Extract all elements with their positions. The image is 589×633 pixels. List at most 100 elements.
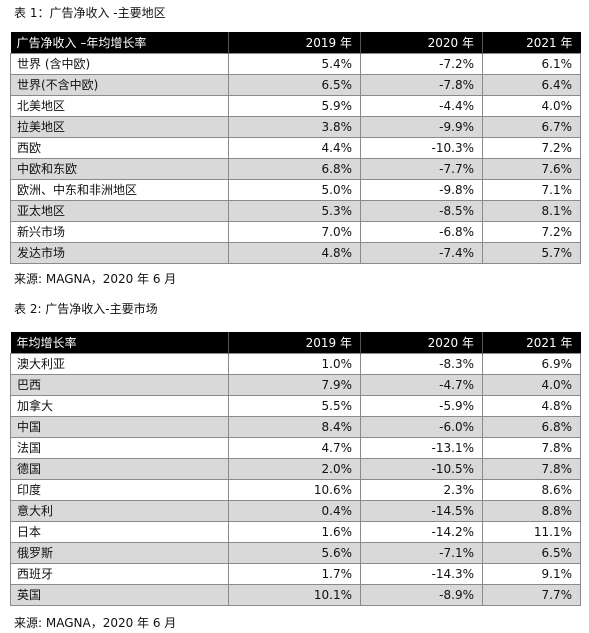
- value-2019-cell: 4.4%: [228, 136, 361, 159]
- value-2020-cell: -8.5%: [360, 199, 483, 222]
- value-2020-cell: -13.1%: [360, 436, 483, 459]
- table-row: 英国 10.1% -8.9% 7.7%: [10, 583, 581, 606]
- table-row: 中国 8.4% -6.0% 6.8%: [10, 415, 581, 438]
- value-2020-cell: -7.1%: [360, 541, 483, 564]
- table1-header-2021: 2021 年: [482, 32, 581, 53]
- value-2020-cell: -9.8%: [360, 178, 483, 201]
- value-2021-cell: 11.1%: [482, 520, 581, 543]
- value-2021-cell: 5.7%: [482, 241, 581, 264]
- value-2020-cell: -8.9%: [360, 583, 483, 606]
- value-2020-cell: -8.3%: [360, 352, 483, 375]
- table2-source: 来源: MAGNA，2020 年 6 月: [14, 616, 177, 630]
- value-2021-cell: 9.1%: [482, 562, 581, 585]
- value-2019-cell: 5.3%: [228, 199, 361, 222]
- table1-caption: 表 1：广告净收入 -主要地区: [14, 6, 166, 20]
- table2-caption: 表 2: 广告净收入-主要市场: [14, 302, 158, 316]
- value-2019-cell: 5.4%: [228, 52, 361, 75]
- market-cell: 西班牙: [10, 562, 229, 585]
- value-2019-cell: 3.8%: [228, 115, 361, 138]
- value-2021-cell: 6.1%: [482, 52, 581, 75]
- table-row: 欧洲、中东和非洲地区 5.0% -9.8% 7.1%: [10, 178, 581, 201]
- region-cell: 欧洲、中东和非洲地区: [10, 178, 229, 201]
- value-2019-cell: 6.8%: [228, 157, 361, 180]
- value-2020-cell: -4.4%: [360, 94, 483, 117]
- table2-header-2020: 2020 年: [360, 332, 483, 353]
- value-2019-cell: 4.8%: [228, 241, 361, 264]
- table-row: 发达市场 4.8% -7.4% 5.7%: [10, 241, 581, 264]
- market-cell: 俄罗斯: [10, 541, 229, 564]
- region-cell: 亚太地区: [10, 199, 229, 222]
- table-row: 世界 (含中欧) 5.4% -7.2% 6.1%: [10, 52, 581, 75]
- value-2020-cell: -9.9%: [360, 115, 483, 138]
- table1-header-2019: 2019 年: [228, 32, 361, 53]
- value-2019-cell: 5.5%: [228, 394, 361, 417]
- value-2021-cell: 6.4%: [482, 73, 581, 96]
- region-cell: 北美地区: [10, 94, 229, 117]
- value-2020-cell: -4.7%: [360, 373, 483, 396]
- table2-header-2019: 2019 年: [228, 332, 361, 353]
- market-cell: 意大利: [10, 499, 229, 522]
- table-row: 印度 10.6% 2.3% 8.6%: [10, 478, 581, 501]
- value-2019-cell: 5.0%: [228, 178, 361, 201]
- value-2020-cell: -7.8%: [360, 73, 483, 96]
- value-2021-cell: 6.9%: [482, 352, 581, 375]
- value-2020-cell: -6.0%: [360, 415, 483, 438]
- market-cell: 法国: [10, 436, 229, 459]
- table-row: 德国 2.0% -10.5% 7.8%: [10, 457, 581, 480]
- market-cell: 加拿大: [10, 394, 229, 417]
- table-row: 澳大利亚 1.0% -8.3% 6.9%: [10, 352, 581, 375]
- market-cell: 英国: [10, 583, 229, 606]
- value-2021-cell: 4.0%: [482, 94, 581, 117]
- table-row: 北美地区 5.9% -4.4% 4.0%: [10, 94, 581, 117]
- value-2021-cell: 6.5%: [482, 541, 581, 564]
- value-2019-cell: 5.6%: [228, 541, 361, 564]
- region-cell: 发达市场: [10, 241, 229, 264]
- table-row: 拉美地区 3.8% -9.9% 6.7%: [10, 115, 581, 138]
- region-cell: 世界(不含中欧): [10, 73, 229, 96]
- table-row: 新兴市场 7.0% -6.8% 7.2%: [10, 220, 581, 243]
- value-2019-cell: 10.6%: [228, 478, 361, 501]
- value-2019-cell: 4.7%: [228, 436, 361, 459]
- value-2019-cell: 1.7%: [228, 562, 361, 585]
- table1-source: 来源: MAGNA，2020 年 6 月: [14, 272, 177, 286]
- value-2021-cell: 8.8%: [482, 499, 581, 522]
- value-2020-cell: -7.4%: [360, 241, 483, 264]
- value-2019-cell: 7.9%: [228, 373, 361, 396]
- value-2021-cell: 7.8%: [482, 457, 581, 480]
- value-2020-cell: 2.3%: [360, 478, 483, 501]
- value-2021-cell: 7.6%: [482, 157, 581, 180]
- value-2021-cell: 7.2%: [482, 136, 581, 159]
- table1-header-region: 广告净收入 –年均增长率: [10, 32, 229, 53]
- value-2021-cell: 4.8%: [482, 394, 581, 417]
- value-2019-cell: 6.5%: [228, 73, 361, 96]
- table1: 广告净收入 –年均增长率 2019 年 2020 年 2021 年 世界 (含中…: [10, 32, 581, 264]
- table-row: 法国 4.7% -13.1% 7.8%: [10, 436, 581, 459]
- table1-header-row: 广告净收入 –年均增长率 2019 年 2020 年 2021 年: [10, 32, 581, 53]
- table2-header-market: 年均增长率: [10, 332, 229, 353]
- market-cell: 中国: [10, 415, 229, 438]
- market-cell: 日本: [10, 520, 229, 543]
- value-2020-cell: -14.5%: [360, 499, 483, 522]
- table1-header-2020: 2020 年: [360, 32, 483, 53]
- value-2020-cell: -7.7%: [360, 157, 483, 180]
- value-2019-cell: 10.1%: [228, 583, 361, 606]
- table-row: 意大利 0.4% -14.5% 8.8%: [10, 499, 581, 522]
- table-row: 中欧和东欧 6.8% -7.7% 7.6%: [10, 157, 581, 180]
- table2-header-2021: 2021 年: [482, 332, 581, 353]
- value-2020-cell: -7.2%: [360, 52, 483, 75]
- value-2021-cell: 4.0%: [482, 373, 581, 396]
- market-cell: 巴西: [10, 373, 229, 396]
- market-cell: 印度: [10, 478, 229, 501]
- value-2019-cell: 1.6%: [228, 520, 361, 543]
- table-row: 日本 1.6% -14.2% 11.1%: [10, 520, 581, 543]
- value-2021-cell: 7.2%: [482, 220, 581, 243]
- market-cell: 德国: [10, 457, 229, 480]
- value-2021-cell: 7.1%: [482, 178, 581, 201]
- value-2019-cell: 5.9%: [228, 94, 361, 117]
- value-2021-cell: 7.7%: [482, 583, 581, 606]
- table-row: 巴西 7.9% -4.7% 4.0%: [10, 373, 581, 396]
- table-row: 西班牙 1.7% -14.3% 9.1%: [10, 562, 581, 585]
- value-2021-cell: 7.8%: [482, 436, 581, 459]
- value-2020-cell: -14.2%: [360, 520, 483, 543]
- value-2020-cell: -10.3%: [360, 136, 483, 159]
